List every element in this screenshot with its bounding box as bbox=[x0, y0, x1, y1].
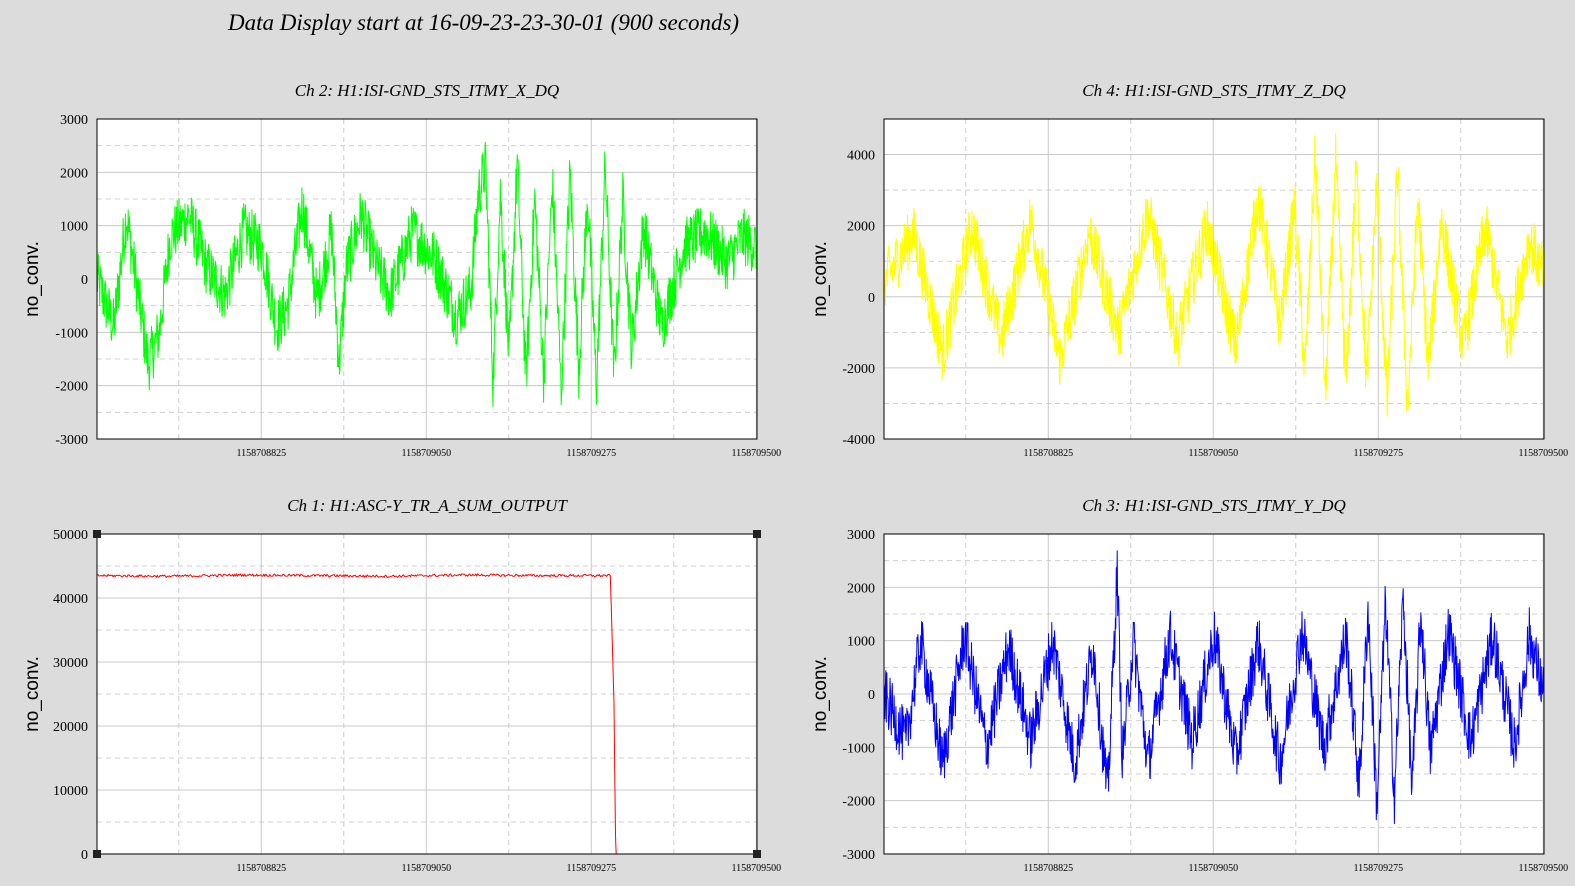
series-line bbox=[96, 141, 758, 408]
x-tick-label: 1158708825 bbox=[1023, 448, 1073, 459]
y-tick-label: 0 bbox=[868, 291, 875, 306]
y-axis-label: no_conv. bbox=[810, 241, 831, 317]
y-tick-label: 1000 bbox=[847, 635, 875, 650]
chart-title: Ch 3: H1:ISI-GND_STS_ITMY_Y_DQ bbox=[1082, 496, 1346, 515]
y-tick-label: -2000 bbox=[842, 362, 875, 377]
x-tick-label: 1158709050 bbox=[401, 448, 451, 459]
y-axis-label: no_conv. bbox=[22, 241, 43, 317]
y-tick-label: 3000 bbox=[60, 113, 88, 128]
y-tick-label: 10000 bbox=[53, 784, 88, 799]
x-tick-label: 1158709050 bbox=[1188, 863, 1238, 874]
x-tick-label: 1158709050 bbox=[401, 863, 451, 874]
selection-handle bbox=[93, 850, 101, 858]
series-line bbox=[883, 550, 1545, 825]
chart-ch2: 3000 2000 1000 0 -1000 -2000 -3000 1158708825 11… bbox=[22, 81, 781, 459]
y-tick-label: -1000 bbox=[842, 741, 875, 756]
y-tick-label: 0 bbox=[81, 848, 88, 863]
x-tick-label: 1158709275 bbox=[1353, 863, 1403, 874]
y-tick-label: -2000 bbox=[842, 795, 875, 810]
chart-title: Ch 2: H1:ISI-GND_STS_ITMY_X_DQ bbox=[295, 81, 559, 100]
selection-handle bbox=[93, 530, 101, 538]
y-tick-label: -1000 bbox=[55, 326, 88, 341]
plot-frame bbox=[96, 118, 758, 440]
y-tick-label: 2000 bbox=[847, 581, 875, 596]
y-tick-label: -3000 bbox=[842, 848, 875, 863]
chart-ch4: 4000 2000 0 -2000 -4000 1158708825 1158709050 1… bbox=[810, 81, 1568, 459]
y-tick-label: 40000 bbox=[53, 592, 88, 607]
x-tick-label: 1158709500 bbox=[731, 448, 781, 459]
y-tick-label: 0 bbox=[868, 688, 875, 703]
y-tick-label: -2000 bbox=[55, 380, 88, 395]
x-tick-label: 1158709500 bbox=[1518, 448, 1568, 459]
x-tick-label: 1158709050 bbox=[1188, 448, 1238, 459]
selection-handle bbox=[753, 850, 761, 858]
y-tick-label: 3000 bbox=[847, 528, 875, 543]
chart-ch3: 3000 2000 1000 0 -1000 -2000 -3000 1158708825 11… bbox=[810, 496, 1568, 874]
plot-area bbox=[884, 119, 1544, 439]
chart-ch1: 50000 40000 30000 20000 10000 0 1158708825 1158… bbox=[22, 496, 781, 874]
plot-frame bbox=[883, 118, 1545, 440]
y-axis-label: no_conv. bbox=[22, 656, 43, 732]
chart-title: Ch 4: H1:ISI-GND_STS_ITMY_Z_DQ bbox=[1082, 81, 1346, 100]
y-tick-label: 2000 bbox=[60, 166, 88, 181]
plot-frame bbox=[96, 533, 758, 855]
y-tick-label: 0 bbox=[81, 273, 88, 288]
x-tick-label: 1158708825 bbox=[236, 448, 286, 459]
y-tick-label: 50000 bbox=[53, 528, 88, 543]
y-tick-label: -4000 bbox=[842, 433, 875, 448]
y-tick-label: 20000 bbox=[53, 720, 88, 735]
x-tick-label: 1158709275 bbox=[566, 448, 616, 459]
selection-handle bbox=[753, 530, 761, 538]
y-axis-label: no_conv. bbox=[810, 656, 831, 732]
chart-title: Ch 1: H1:ASC-Y_TR_A_SUM_OUTPUT bbox=[287, 496, 568, 515]
y-tick-label: 30000 bbox=[53, 656, 88, 671]
series-line bbox=[883, 132, 1545, 417]
plot-frame bbox=[883, 533, 1545, 855]
x-tick-label: 1158708825 bbox=[236, 863, 286, 874]
x-tick-label: 1158709275 bbox=[566, 863, 616, 874]
x-tick-label: 1158708825 bbox=[1023, 863, 1073, 874]
y-tick-label: -3000 bbox=[55, 433, 88, 448]
x-tick-label: 1158709275 bbox=[1353, 448, 1403, 459]
x-tick-label: 1158709500 bbox=[731, 863, 781, 874]
y-tick-label: 1000 bbox=[60, 220, 88, 235]
page-title: Data Display start at 16-09-23-23-30-01 … bbox=[228, 10, 740, 35]
y-tick-label: 2000 bbox=[847, 220, 875, 235]
y-tick-label: 4000 bbox=[847, 149, 875, 164]
x-tick-label: 1158709500 bbox=[1518, 863, 1568, 874]
